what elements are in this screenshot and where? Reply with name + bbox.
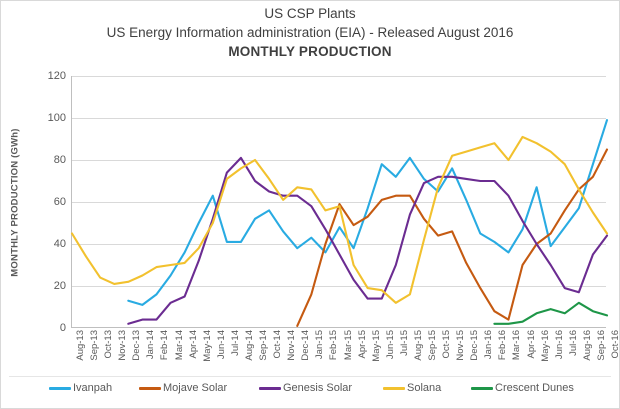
x-axis-tick-label: Dec-13 <box>131 330 143 361</box>
y-axis-tick-label: 80 <box>53 154 66 166</box>
gridline <box>72 286 606 287</box>
y-axis-tick-label: 100 <box>47 112 66 124</box>
x-axis-tick-label: Feb-16 <box>497 330 509 361</box>
x-axis-tick-label: Oct-16 <box>610 330 620 359</box>
x-axis-tick-label: Nov-15 <box>455 330 467 361</box>
legend-item-ivanpah[interactable]: Ivanpah <box>49 382 112 394</box>
x-axis-tick-label: Sep-16 <box>595 330 607 361</box>
series-lines <box>70 119 609 327</box>
legend-divider <box>9 376 611 377</box>
y-axis-tick-label: 40 <box>53 238 66 250</box>
y-axis-tick-label: 0 <box>59 322 66 334</box>
x-axis-tick-label: Jul-14 <box>229 330 241 356</box>
x-axis-tick-label: Jan-14 <box>145 330 157 360</box>
legend-color-swatch <box>139 386 161 390</box>
y-axis-title: MONTHLY PRODUCTION (GWh) <box>9 128 21 277</box>
gridline <box>72 76 606 77</box>
legend-item-crescent-dunes[interactable]: Crescent Dunes <box>471 382 574 394</box>
gridline <box>72 244 606 245</box>
x-axis-tick-label: Apr-16 <box>525 330 537 359</box>
chart-titles: US CSP Plants US Energy Information admi… <box>1 5 619 61</box>
y-axis-tick-label: 60 <box>53 196 66 208</box>
x-axis-tick-label: Feb-14 <box>159 330 171 361</box>
x-axis-tick-label: Feb-15 <box>328 330 340 361</box>
x-axis-tick-label: Aug-13 <box>75 330 86 361</box>
legend-color-swatch <box>259 386 281 390</box>
legend-color-swatch <box>49 386 71 390</box>
x-axis-tick-label: Oct-15 <box>441 330 453 359</box>
x-axis-tick-label: Jun-14 <box>215 330 227 360</box>
x-axis-tick-label: Jul-15 <box>398 330 410 356</box>
x-axis-tick-label: Jan-15 <box>314 330 326 360</box>
x-axis-tick-label: May-14 <box>201 330 213 362</box>
x-axis-tick-label: Sep-15 <box>426 330 438 361</box>
x-axis-tick-label: Jul-16 <box>567 330 579 356</box>
x-axis-tick-label: Sep-14 <box>258 330 270 361</box>
x-axis-tick-label: Jan-16 <box>483 330 495 360</box>
x-axis-ticks: Aug-13 Sep-13 Oct-13 Nov-13 Dec-13 Jan-14 Feb-… <box>71 330 620 380</box>
x-axis-tick-label: Aug-16 <box>581 330 593 361</box>
series-line-mojave-solar <box>296 148 609 327</box>
legend-color-swatch <box>383 386 405 390</box>
x-axis-tick-label: Dec-14 <box>300 330 312 361</box>
x-axis-tick-label: Apr-14 <box>187 330 199 359</box>
chart-subtitle: US Energy Information administration (EI… <box>106 25 514 40</box>
x-axis-tick-label: Mar-15 <box>342 330 354 361</box>
gridline <box>72 118 606 119</box>
gridline <box>72 160 606 161</box>
x-axis-tick-label: May-16 <box>539 330 551 362</box>
series-line-ivanpah <box>127 119 609 306</box>
chart-legend: Ivanpah Mojave Solar Genesis Solar Solana Cr… <box>1 376 619 402</box>
legend-item-genesis-solar[interactable]: Genesis Solar <box>259 382 352 394</box>
x-axis-tick-label: Mar-14 <box>173 330 185 361</box>
series-line-crescent-dunes <box>493 301 609 325</box>
legend-label: Solana <box>407 382 442 394</box>
x-axis-tick-label: Aug-14 <box>243 330 255 361</box>
chart-supertitle: US CSP Plants <box>264 6 356 21</box>
gridline <box>72 202 606 203</box>
legend-label: Crescent Dunes <box>495 382 574 394</box>
x-axis-tick-label: Nov-14 <box>286 330 298 361</box>
plot-area: 120 100 80 60 40 20 0 <box>48 70 609 334</box>
x-axis-tick-label: Sep-13 <box>89 330 101 361</box>
series-line-genesis-solar <box>127 156 609 325</box>
x-axis-tick-label: Apr-15 <box>356 330 368 359</box>
y-axis-tick-label: 120 <box>47 70 66 82</box>
legend-label: Mojave Solar <box>163 382 228 394</box>
chart-title: MONTHLY PRODUCTION <box>228 44 392 59</box>
x-axis-tick-label: Jun-16 <box>553 330 565 360</box>
x-axis-tick-label: Aug-15 <box>412 330 424 361</box>
legend-label: Ivanpah <box>73 382 113 394</box>
y-axis-tick-label: 20 <box>53 280 66 292</box>
x-axis-tick-label: Nov-13 <box>117 330 129 361</box>
x-axis-tick-label: Oct-13 <box>103 330 115 359</box>
legend-label: Genesis Solar <box>283 382 353 394</box>
legend-item-mojave-solar[interactable]: Mojave Solar <box>139 382 227 394</box>
series-line-solana <box>70 135 609 304</box>
x-axis-tick-label: Dec-15 <box>469 330 481 361</box>
x-axis-tick-label: Oct-14 <box>272 330 284 359</box>
x-axis-tick-label: May-15 <box>370 330 382 362</box>
x-axis-tick-label: Mar-16 <box>511 330 523 361</box>
x-axis-tick-label: Jun-15 <box>384 330 396 360</box>
legend-item-solana[interactable]: Solana <box>383 382 441 394</box>
legend-color-swatch <box>471 386 493 390</box>
